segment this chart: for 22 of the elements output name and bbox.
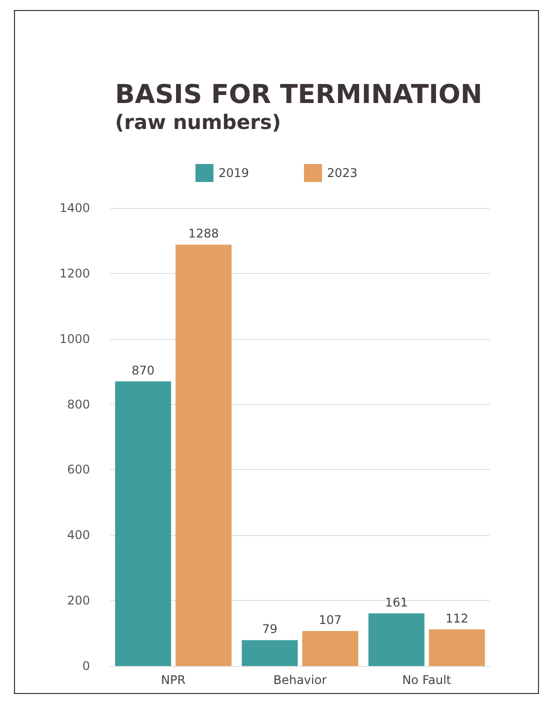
legend-label: 2019: [218, 166, 250, 180]
y-tick-label: 1200: [59, 266, 90, 280]
data-label: 112: [445, 611, 468, 626]
chart-subtitle: (raw numbers): [115, 110, 282, 134]
y-tick-label: 600: [67, 462, 90, 477]
legend-label: 2023: [327, 166, 358, 180]
y-tick-label: 1000: [59, 332, 90, 346]
y-tick-label: 0: [82, 659, 90, 673]
x-tick-label: Behavior: [273, 673, 327, 687]
chart-title: BASIS FOR TERMINATION: [115, 80, 482, 110]
y-tick-label: 1400: [59, 201, 90, 215]
data-label: 161: [384, 595, 408, 610]
y-tick-label: 400: [67, 528, 90, 542]
x-tick-label: NPR: [161, 673, 186, 687]
data-label: 107: [318, 612, 342, 627]
y-tick-label: 200: [67, 594, 90, 608]
x-tick-label: No Fault: [402, 673, 452, 687]
data-label: 79: [262, 622, 278, 636]
y-tick-label: 800: [67, 397, 90, 412]
data-label: 1288: [188, 226, 219, 241]
data-label: 870: [132, 363, 155, 378]
card-frame: 0 200 400 600 800 1000 1200 1400 NPR Behavior No Fault 870 79 161 1288 107 112 2019 2023 BASIS FOR TERMINATION (raw numbers): [14, 10, 539, 694]
